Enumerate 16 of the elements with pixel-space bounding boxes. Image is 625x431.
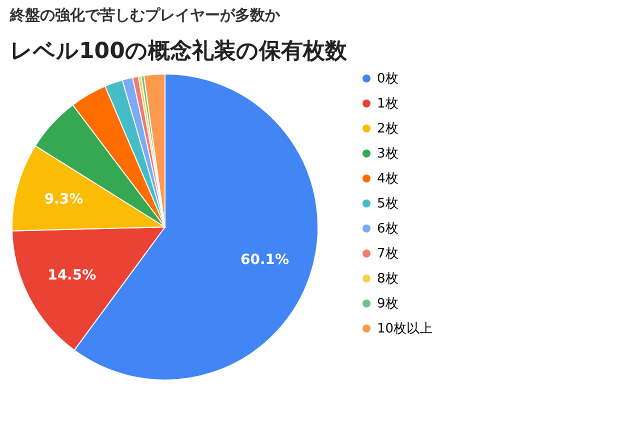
legend-label: 5枚 [377,196,398,212]
chart-title: 終盤の強化で苦しむプレイヤーが多数か [9,6,281,24]
legend-label: 2枚 [377,122,398,136]
legend-label: 7枚 [377,246,398,262]
legend-label: 0枚 [377,72,398,86]
legend-label: 10枚以上 [377,322,433,336]
legend-label: 9枚 [377,296,398,312]
data-label: 14.5% [48,268,96,284]
data-label: 60.1% [240,252,290,268]
legend-label: 8枚 [377,272,398,286]
legend-label: 3枚 [377,146,398,162]
chart-subtitle: レベル100の概念礼装の保有枚数 [10,39,348,64]
legend-label: 6枚 [377,222,398,236]
legend-label: 1枚 [377,96,398,112]
legend-label: 4枚 [377,172,398,186]
data-label: 9.3% [44,191,84,208]
